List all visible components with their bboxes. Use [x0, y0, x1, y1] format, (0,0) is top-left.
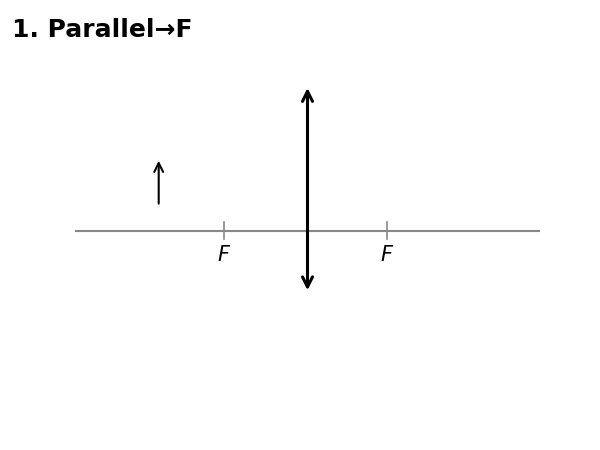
Text: 1. Parallel→F: 1. Parallel→F [12, 18, 193, 42]
Text: F: F [218, 245, 230, 265]
Text: F: F [380, 245, 392, 265]
